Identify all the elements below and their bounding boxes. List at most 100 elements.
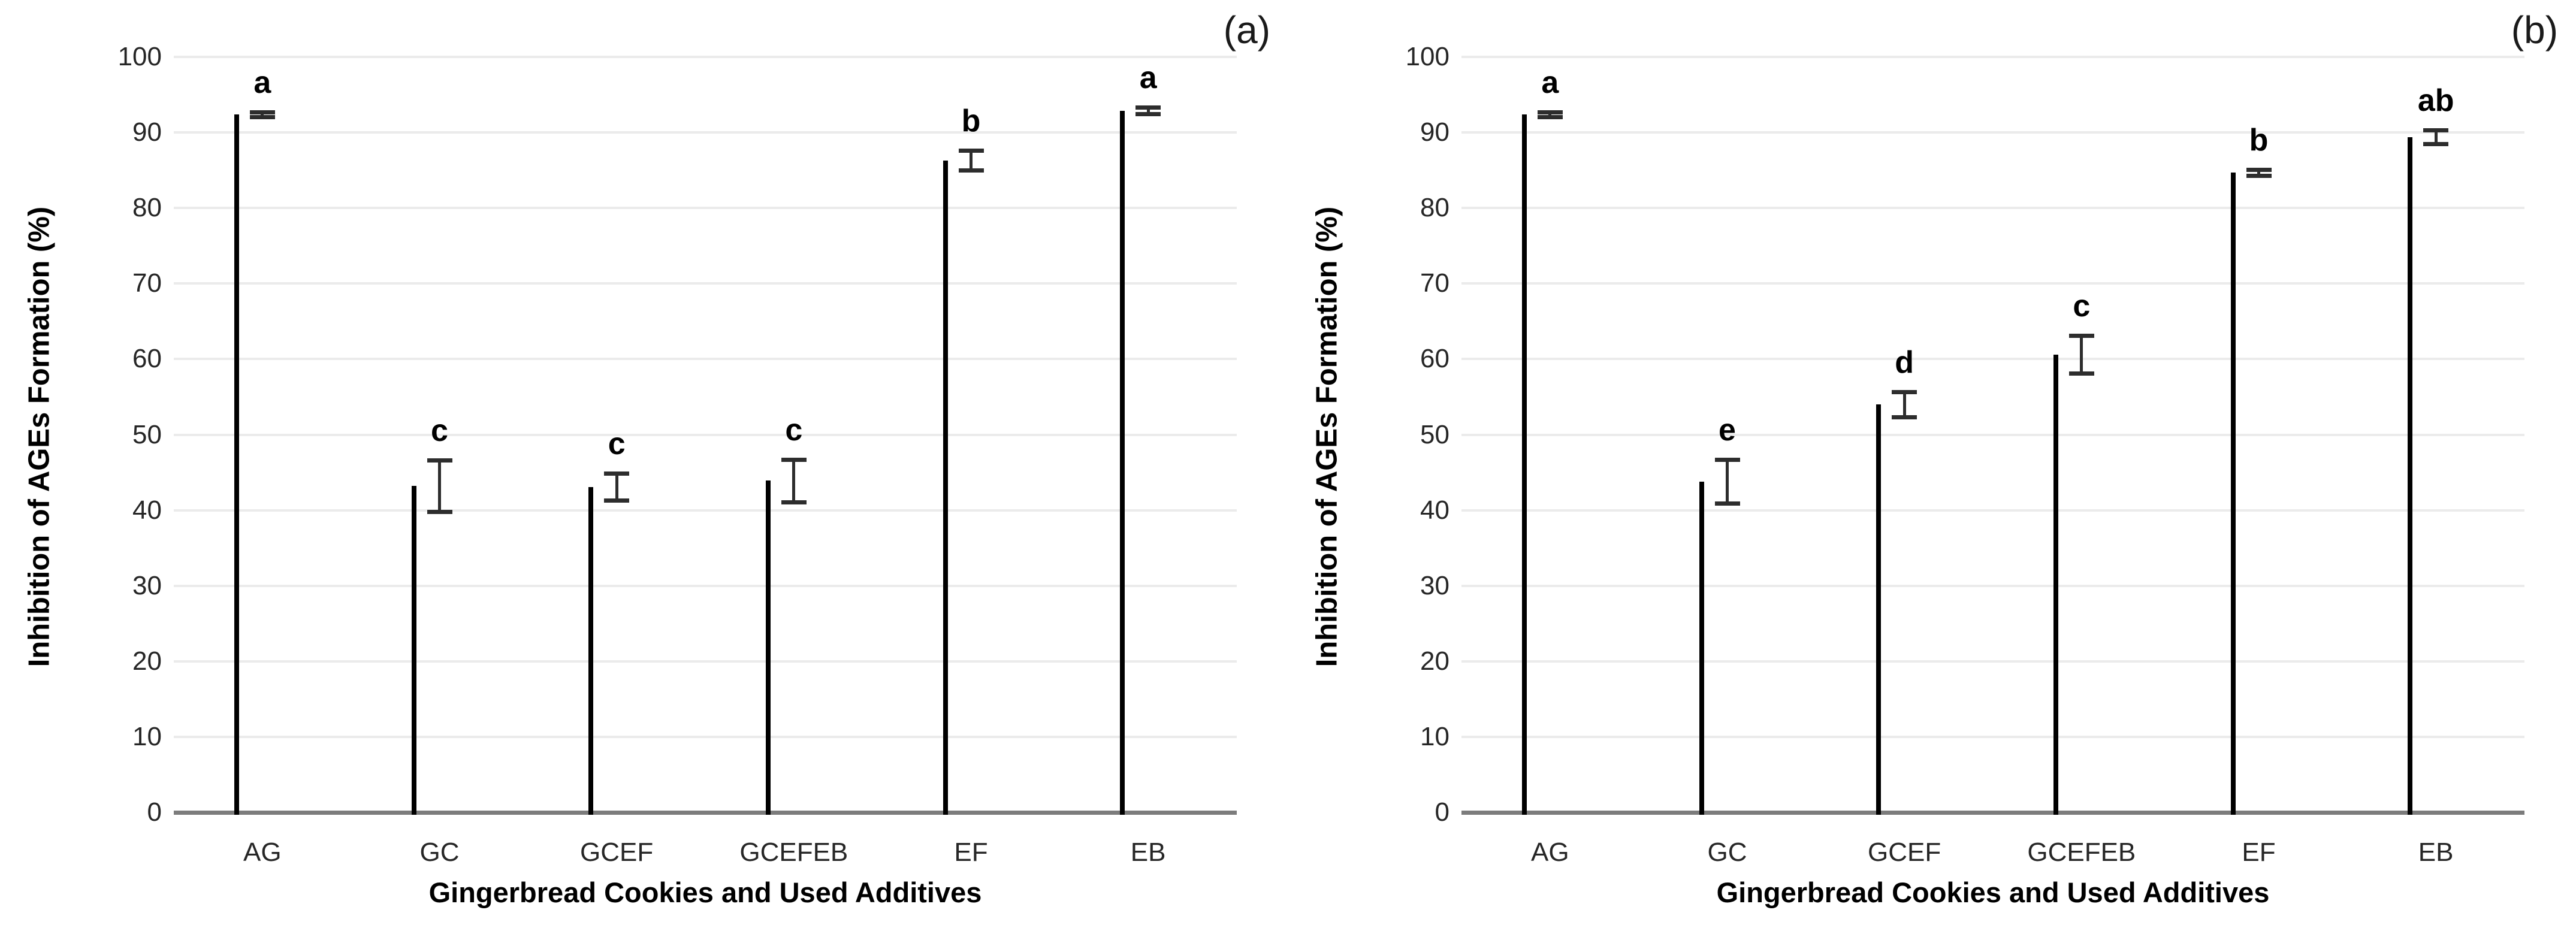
error-bar-top-cap (2246, 167, 2272, 172)
bar (1876, 404, 1882, 815)
x-tick-label: GCEF (580, 838, 654, 867)
error-bar-top-cap (781, 458, 807, 463)
error-bar-top-cap (2423, 128, 2449, 133)
bar (411, 486, 416, 815)
y-grid-line (174, 433, 1237, 436)
y-tick-label: 30 (1420, 570, 1449, 600)
y-tick-label: 50 (132, 419, 162, 449)
y-tick-label: 100 (1405, 42, 1449, 71)
x-tick-label: EF (954, 838, 988, 867)
bar (588, 486, 594, 815)
sig-letter-label: ab (2417, 83, 2454, 119)
y-grid-line (1461, 56, 2524, 58)
y-tick-label: 90 (132, 117, 162, 147)
x-axis-title: Gingerbread Cookies and Used Additives (428, 876, 982, 908)
y-tick-label: 30 (132, 570, 162, 600)
error-bar (792, 460, 796, 502)
y-grid-line (1461, 735, 2524, 738)
y-tick-label: 20 (1420, 646, 1449, 676)
error-bar (1902, 391, 1906, 418)
x-tick-label: GC (419, 838, 460, 867)
error-bar (1146, 107, 1150, 114)
y-grid-line (174, 584, 1237, 587)
y-grid-line (1461, 509, 2524, 512)
x-axis-title: Gingerbread Cookies and Used Additives (1716, 876, 2270, 908)
y-tick-label: 0 (1435, 797, 1449, 827)
y-axis-title: Inhibition of AGEs Formation (%) (23, 206, 56, 667)
panel-label: (a) (1223, 8, 1270, 52)
sig-letter-label: c (608, 426, 626, 461)
sig-letter-label: e (1719, 413, 1736, 448)
y-grid-line (1461, 358, 2524, 361)
y-tick-label: 70 (132, 268, 162, 298)
error-bar-top-cap (427, 458, 452, 463)
error-bar (2434, 130, 2438, 144)
sig-letter-label: d (1895, 344, 1914, 380)
error-bar-bottom-cap (1537, 114, 1563, 119)
x-axis-baseline (174, 811, 1237, 815)
error-bar-top-cap (2068, 334, 2094, 338)
error-bar-bottom-cap (781, 500, 807, 504)
error-bar (2080, 335, 2083, 374)
error-bar-bottom-cap (2246, 173, 2272, 178)
x-tick-label: GC (1707, 838, 1747, 867)
x-tick-label: GCEFEB (739, 838, 848, 867)
sig-letter-label: c (785, 413, 803, 448)
x-tick-label: EF (2242, 838, 2276, 867)
error-bar-bottom-cap (958, 168, 984, 173)
y-tick-label: 100 (117, 42, 162, 71)
x-tick-label: GCEF (1868, 838, 1941, 867)
error-bar (2257, 169, 2260, 176)
y-grid-line (1461, 433, 2524, 436)
chart-panel-a: 0 10 20 30 40 50 60 70 80 90 100 a AG c GC c GCEF c GCEFEB… (23, 8, 1271, 908)
sig-letter-label: a (1541, 65, 1559, 101)
y-tick-label: 60 (132, 344, 162, 374)
y-grid-line (1461, 584, 2524, 587)
error-bar-bottom-cap (427, 510, 452, 515)
y-tick-label: 50 (1420, 419, 1449, 449)
bar (2230, 172, 2236, 815)
error-bar-top-cap (1136, 105, 1161, 110)
y-tick-label: 20 (132, 646, 162, 676)
error-bar-top-cap (1714, 458, 1740, 463)
x-tick-label: EB (1130, 838, 1166, 867)
y-grid-line (174, 735, 1237, 738)
y-grid-line (174, 660, 1237, 663)
error-bar (1726, 460, 1729, 504)
y-tick-label: 0 (147, 797, 162, 827)
sig-letter-label: a (253, 65, 271, 101)
y-tick-label: 90 (1420, 117, 1449, 147)
error-bar-bottom-cap (1136, 111, 1161, 116)
error-bar-top-cap (1892, 389, 1917, 394)
y-grid-line (1461, 660, 2524, 663)
sig-letter-label: b (2249, 122, 2269, 158)
y-grid-line (1461, 282, 2524, 285)
error-bar (615, 473, 618, 501)
y-tick-label: 10 (132, 721, 162, 751)
bar (765, 480, 771, 815)
error-bar-bottom-cap (2068, 371, 2094, 376)
bar (2053, 354, 2058, 815)
error-bar-bottom-cap (1892, 415, 1917, 420)
y-tick-label: 60 (1420, 344, 1449, 374)
error-bar-bottom-cap (2423, 142, 2449, 146)
y-tick-label: 40 (132, 495, 162, 525)
bar (1699, 481, 1704, 815)
bar (1120, 110, 1125, 815)
y-tick-label: 10 (1420, 721, 1449, 751)
error-bar-bottom-cap (249, 114, 275, 119)
y-grid-line (174, 131, 1237, 134)
sig-letter-label: b (961, 104, 981, 139)
bar (2408, 137, 2413, 815)
y-tick-label: 40 (1420, 495, 1449, 525)
bar (1521, 114, 1527, 815)
sig-letter-label: c (2073, 289, 2091, 324)
error-bar-bottom-cap (604, 498, 630, 503)
chart-panel-b: 0 10 20 30 40 50 60 70 80 90 100 a AG e GC d GCEF c GCEFEB… (1288, 0, 2576, 937)
y-grid-line (1461, 207, 2524, 210)
y-axis-title: Inhibition of AGEs Formation (%) (1310, 206, 1343, 667)
error-bar (970, 150, 973, 171)
x-tick-label: AG (1531, 838, 1569, 867)
x-tick-label: GCEFEB (2027, 838, 2136, 867)
